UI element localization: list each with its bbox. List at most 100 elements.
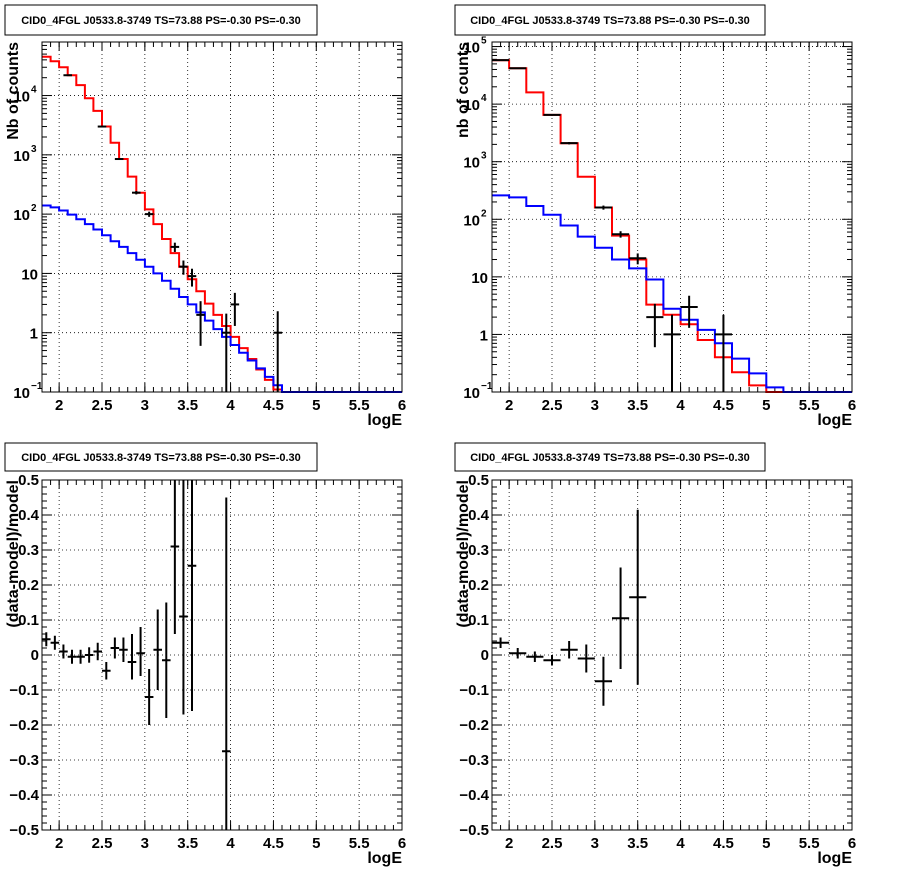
x-tick-label: 4	[676, 397, 685, 414]
data-point	[59, 644, 68, 659]
x-tick-label: 3	[141, 835, 149, 852]
y-tick-label: 10	[13, 148, 30, 165]
chart-panel-4: CID0_4FGL J0533.8-3749 TS=73.88 PS=-0.30…	[454, 442, 856, 867]
data-point	[273, 311, 282, 392]
data-point	[680, 295, 698, 328]
chart-title: CID0_4FGL J0533.8-3749 TS=73.88 PS=-0.30…	[21, 15, 301, 27]
x-tick-label: 3.5	[177, 397, 198, 414]
y-tick-exponent: −1	[31, 381, 43, 392]
data-point	[114, 158, 124, 161]
y-tick-exponent: 3	[31, 144, 37, 155]
y-tick-label: 0.4	[468, 507, 490, 524]
data-point	[179, 260, 188, 275]
plot-frame	[41, 41, 403, 393]
y-tick-label: 10	[463, 97, 480, 114]
x-tick-label: 3.5	[627, 835, 648, 852]
y-tick-label: 0.5	[18, 472, 39, 489]
y-tick-label: −0.5	[9, 822, 39, 839]
chart-panel-2: CID0_4FGL J0533.8-3749 TS=73.88 PS=-0.30…	[454, 4, 856, 429]
y-tick-label: 10	[13, 207, 30, 224]
data-point	[230, 292, 240, 326]
y-tick-label: 0.3	[468, 542, 489, 559]
y-tick-label: −0.4	[459, 787, 489, 804]
x-tick-label: 4.5	[713, 397, 734, 414]
chart-title: CID0_4FGL J0533.8-3749 TS=73.88 PS=-0.30…	[470, 15, 750, 27]
y-axis-title: (data-model)/model	[455, 480, 472, 628]
y-tick-label: 10	[13, 89, 30, 106]
data-point	[543, 113, 561, 116]
y-tick-label: 0.4	[18, 507, 40, 524]
data-point	[63, 74, 72, 77]
x-tick-label: 5	[312, 397, 320, 414]
x-axis-title: logE	[367, 850, 402, 867]
x-axis-title: logE	[817, 850, 852, 867]
y-tick-label: 0.1	[468, 612, 489, 629]
data-point	[543, 655, 561, 666]
x-tick-label: 4	[226, 835, 235, 852]
data-point	[42, 632, 51, 647]
y-tick-label: 1	[30, 326, 38, 343]
data-point	[196, 301, 205, 346]
y-tick-label: 10	[463, 212, 480, 229]
x-tick-label: 3	[141, 397, 149, 414]
y-tick-label: 10	[463, 155, 480, 172]
title-box	[4, 4, 318, 36]
y-tick-label: −0.2	[9, 717, 39, 734]
data-point	[187, 480, 197, 711]
y-tick-label: −0.1	[459, 682, 489, 699]
x-axis-title: logE	[367, 412, 402, 429]
chart-panel-3: CID0_4FGL J0533.8-3749 TS=73.88 PS=-0.30…	[4, 442, 406, 867]
data-point	[153, 609, 162, 690]
data-point	[162, 602, 171, 718]
x-tick-label: 2.5	[542, 835, 563, 852]
data-point	[119, 637, 128, 662]
data-point	[144, 211, 154, 217]
x-tick-label: 5	[762, 835, 770, 852]
y-tick-label: 1	[480, 327, 488, 344]
y-tick-exponent: 5	[481, 36, 487, 47]
y-tick-label: 0.2	[18, 577, 39, 594]
x-tick-label: 5.5	[349, 835, 370, 852]
data-point	[222, 313, 231, 392]
data-point	[222, 497, 231, 830]
y-tick-label: 0.3	[18, 542, 39, 559]
x-tick-label: 6	[398, 835, 406, 852]
data-point	[170, 480, 180, 634]
y-tick-exponent: 4	[31, 85, 37, 96]
y-tick-exponent: 2	[481, 208, 487, 219]
x-tick-label: 2	[505, 835, 513, 852]
y-tick-label: −0.1	[9, 682, 39, 699]
y-axis-title: Nb of counts	[5, 42, 22, 140]
data-point	[526, 651, 544, 662]
chart-title: CID0_4FGL J0533.8-3749 TS=73.88 PS=-0.30…	[21, 452, 301, 464]
data-point	[93, 642, 102, 661]
y-tick-label: 10	[21, 266, 38, 283]
y-tick-label: 0.2	[468, 577, 489, 594]
plot-frame	[491, 479, 853, 831]
data-point	[663, 314, 681, 392]
data-point	[612, 231, 630, 238]
series-line-1	[42, 55, 402, 393]
data-point	[187, 268, 197, 287]
y-tick-label: −0.3	[9, 752, 39, 769]
x-tick-label: 3	[591, 835, 599, 852]
y-tick-exponent: 2	[31, 203, 37, 214]
x-tick-label: 4.5	[263, 835, 284, 852]
y-tick-label: 0.5	[468, 472, 489, 489]
x-tick-label: 4	[226, 397, 235, 414]
data-point	[560, 641, 578, 659]
data-point	[594, 656, 612, 706]
x-tick-label: 5.5	[349, 397, 370, 414]
data-point	[50, 635, 60, 650]
data-point	[84, 647, 94, 663]
plot-frame	[491, 41, 853, 393]
chart-title: CID0_4FGL J0533.8-3749 TS=73.88 PS=-0.30…	[470, 452, 750, 464]
data-point	[612, 567, 630, 669]
y-tick-label: 0	[481, 647, 489, 664]
title-box	[454, 442, 766, 472]
data-point	[127, 634, 137, 680]
plot-frame	[41, 479, 403, 831]
x-tick-label: 3.5	[627, 397, 648, 414]
series-line-2	[42, 204, 402, 393]
